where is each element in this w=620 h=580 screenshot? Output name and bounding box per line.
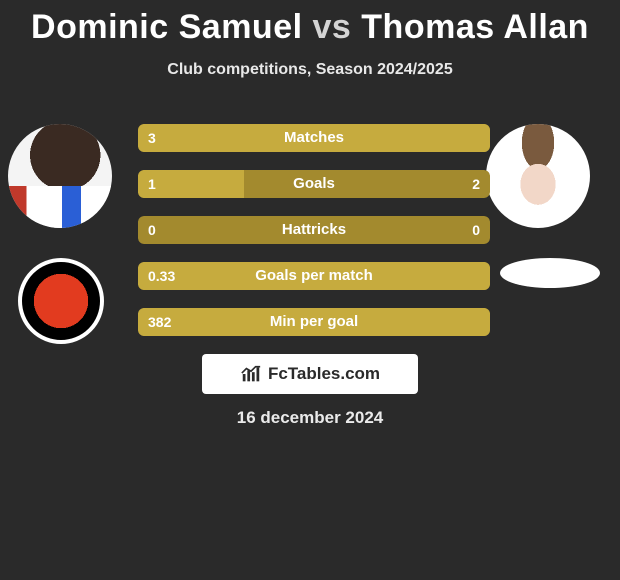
player1-club-badge bbox=[18, 258, 104, 344]
stat-label: Hattricks bbox=[138, 216, 490, 244]
stat-row: 00Hattricks bbox=[138, 216, 490, 244]
player1-avatar-placeholder bbox=[8, 124, 112, 228]
stat-row: 3Matches bbox=[138, 124, 490, 152]
stat-label: Goals bbox=[138, 170, 490, 198]
player1-avatar bbox=[8, 124, 112, 228]
subtitle: Club competitions, Season 2024/2025 bbox=[0, 61, 620, 79]
player2-avatar bbox=[486, 124, 590, 228]
stats-bars: 3Matches 12Goals 00Hattricks 0.33Goals per … bbox=[138, 124, 490, 354]
chart-icon bbox=[240, 363, 262, 385]
stat-label: Matches bbox=[138, 124, 490, 152]
player2-name: Thomas Allan bbox=[361, 8, 589, 46]
stat-row: 382Min per goal bbox=[138, 308, 490, 336]
stat-label: Goals per match bbox=[138, 262, 490, 290]
club-badge-inner bbox=[30, 270, 92, 332]
player1-name: Dominic Samuel bbox=[31, 8, 303, 46]
comparison-title: Dominic Samuel vs Thomas Allan bbox=[0, 0, 620, 47]
branding-box: FcTables.com bbox=[202, 354, 418, 394]
player2-club-badge bbox=[500, 258, 600, 288]
stat-row: 12Goals bbox=[138, 170, 490, 198]
player2-avatar-placeholder bbox=[486, 124, 590, 228]
branding-text: FcTables.com bbox=[268, 364, 380, 384]
snapshot-date: 16 december 2024 bbox=[0, 408, 620, 428]
vs-separator: vs bbox=[313, 8, 352, 46]
stat-label: Min per goal bbox=[138, 308, 490, 336]
stat-row: 0.33Goals per match bbox=[138, 262, 490, 290]
